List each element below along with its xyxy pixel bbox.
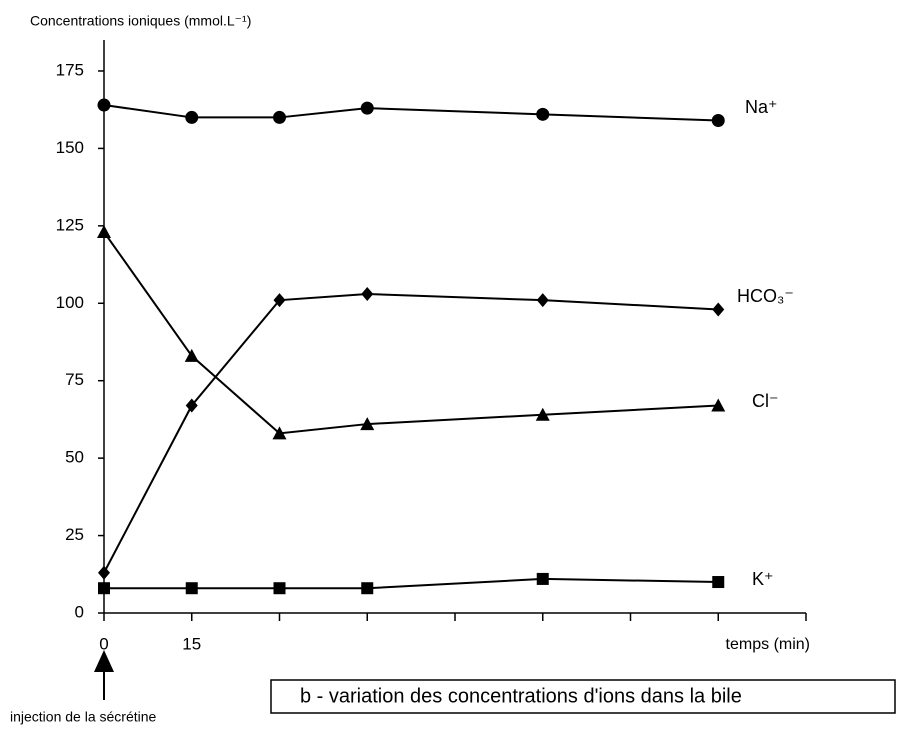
marker bbox=[97, 98, 111, 112]
marker bbox=[360, 101, 374, 115]
series-label: Cl⁻ bbox=[752, 391, 779, 411]
marker bbox=[185, 582, 198, 595]
marker bbox=[185, 110, 199, 124]
marker bbox=[361, 286, 374, 301]
x-tick-label: 0 bbox=[99, 634, 108, 653]
marker bbox=[272, 426, 287, 440]
marker bbox=[711, 398, 726, 412]
marker bbox=[536, 572, 549, 585]
marker bbox=[273, 293, 286, 308]
arrow-head bbox=[94, 650, 114, 672]
marker bbox=[184, 348, 199, 362]
annotation: injection de la sécrétine bbox=[10, 709, 157, 725]
marker bbox=[360, 417, 375, 431]
marker bbox=[712, 302, 725, 317]
y-axis-label: Concentrations ioniques (mmol.L⁻¹) bbox=[30, 13, 251, 29]
caption: b - variation des concentrations d'ions … bbox=[300, 685, 742, 707]
marker bbox=[711, 114, 725, 128]
y-tick-label: 75 bbox=[65, 370, 84, 389]
series-label: K⁺ bbox=[752, 569, 774, 589]
marker bbox=[273, 582, 286, 595]
y-tick-label: 125 bbox=[56, 215, 84, 234]
marker bbox=[535, 407, 550, 421]
series-label: HCO₃⁻ bbox=[737, 286, 794, 306]
y-tick-label: 25 bbox=[65, 525, 84, 544]
y-tick-label: 175 bbox=[56, 60, 84, 79]
marker bbox=[536, 107, 550, 121]
y-tick-label: 100 bbox=[56, 293, 84, 312]
y-tick-label: 0 bbox=[75, 602, 84, 621]
marker bbox=[273, 110, 286, 124]
marker bbox=[361, 582, 374, 595]
x-tick-label: 15 bbox=[182, 634, 201, 653]
marker bbox=[536, 293, 549, 308]
y-tick-label: 150 bbox=[56, 138, 84, 157]
marker bbox=[712, 576, 725, 589]
series-line bbox=[103, 231, 719, 435]
x-axis-label: temps (min) bbox=[726, 636, 810, 653]
series-label: Na⁺ bbox=[745, 97, 778, 117]
series-line bbox=[103, 104, 719, 122]
marker bbox=[98, 565, 110, 580]
marker bbox=[97, 225, 111, 239]
caption-box bbox=[270, 679, 896, 714]
series-line bbox=[104, 577, 719, 590]
marker bbox=[98, 582, 110, 595]
y-tick-label: 50 bbox=[65, 448, 84, 467]
marker bbox=[185, 398, 198, 413]
series-line bbox=[103, 292, 719, 574]
